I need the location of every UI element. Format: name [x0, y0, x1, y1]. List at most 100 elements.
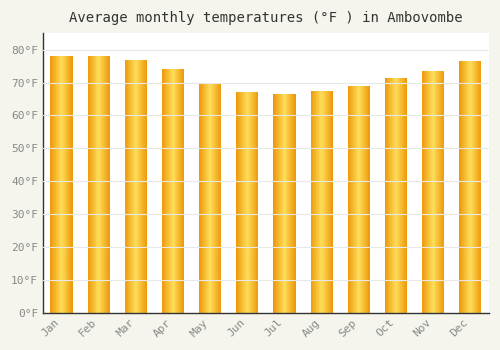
Bar: [106, 56, 107, 313]
Bar: [172, 69, 173, 313]
Bar: [369, 86, 370, 313]
Bar: [323, 91, 324, 313]
Bar: [164, 69, 165, 313]
Bar: [130, 60, 132, 313]
Bar: [51, 56, 52, 313]
Bar: [257, 92, 258, 313]
Bar: [387, 78, 388, 313]
Bar: [466, 61, 468, 313]
Bar: [243, 92, 244, 313]
Bar: [286, 94, 288, 313]
Bar: [256, 92, 257, 313]
Bar: [391, 78, 392, 313]
Bar: [278, 94, 280, 313]
Bar: [62, 56, 63, 313]
Bar: [459, 61, 460, 313]
Bar: [320, 91, 321, 313]
Bar: [142, 60, 144, 313]
Bar: [64, 56, 66, 313]
Bar: [165, 69, 166, 313]
Bar: [433, 71, 434, 313]
Bar: [442, 71, 443, 313]
Bar: [434, 71, 436, 313]
Bar: [280, 94, 281, 313]
Bar: [328, 91, 329, 313]
Bar: [321, 91, 322, 313]
Bar: [107, 56, 108, 313]
Bar: [460, 61, 462, 313]
Bar: [399, 78, 400, 313]
Bar: [128, 60, 129, 313]
Bar: [390, 78, 391, 313]
Bar: [313, 91, 314, 313]
Bar: [207, 83, 208, 313]
Bar: [437, 71, 438, 313]
Bar: [140, 60, 141, 313]
Bar: [400, 78, 401, 313]
Bar: [96, 56, 97, 313]
Bar: [283, 94, 284, 313]
Bar: [60, 56, 61, 313]
Bar: [355, 86, 356, 313]
Bar: [68, 56, 69, 313]
Bar: [358, 86, 359, 313]
Bar: [242, 92, 243, 313]
Bar: [237, 92, 238, 313]
Bar: [394, 78, 395, 313]
Bar: [367, 86, 368, 313]
Bar: [468, 61, 469, 313]
Bar: [314, 91, 315, 313]
Bar: [275, 94, 276, 313]
Bar: [98, 56, 100, 313]
Bar: [393, 78, 394, 313]
Bar: [162, 69, 164, 313]
Bar: [236, 92, 237, 313]
Bar: [170, 69, 171, 313]
Bar: [95, 56, 96, 313]
Bar: [97, 56, 98, 313]
Bar: [218, 83, 219, 313]
Bar: [88, 56, 89, 313]
Bar: [350, 86, 352, 313]
Bar: [124, 60, 126, 313]
Bar: [470, 61, 471, 313]
Bar: [395, 78, 396, 313]
Bar: [70, 56, 71, 313]
Bar: [406, 78, 407, 313]
Bar: [359, 86, 360, 313]
Bar: [352, 86, 353, 313]
Bar: [431, 71, 432, 313]
Bar: [67, 56, 68, 313]
Bar: [136, 60, 138, 313]
Bar: [348, 86, 349, 313]
Bar: [315, 91, 316, 313]
Bar: [310, 91, 312, 313]
Bar: [56, 56, 57, 313]
Bar: [476, 61, 477, 313]
Bar: [245, 92, 246, 313]
Bar: [167, 69, 168, 313]
Bar: [361, 86, 362, 313]
Bar: [405, 78, 406, 313]
Bar: [475, 61, 476, 313]
Bar: [398, 78, 399, 313]
Bar: [129, 60, 130, 313]
Bar: [134, 60, 135, 313]
Bar: [57, 56, 58, 313]
Bar: [316, 91, 317, 313]
Bar: [179, 69, 180, 313]
Bar: [322, 91, 323, 313]
Bar: [213, 83, 214, 313]
Bar: [443, 71, 444, 313]
Bar: [422, 71, 424, 313]
Bar: [427, 71, 428, 313]
Bar: [428, 71, 430, 313]
Bar: [171, 69, 172, 313]
Bar: [101, 56, 102, 313]
Bar: [145, 60, 146, 313]
Bar: [205, 83, 206, 313]
Bar: [109, 56, 110, 313]
Bar: [254, 92, 255, 313]
Bar: [402, 78, 404, 313]
Bar: [440, 71, 442, 313]
